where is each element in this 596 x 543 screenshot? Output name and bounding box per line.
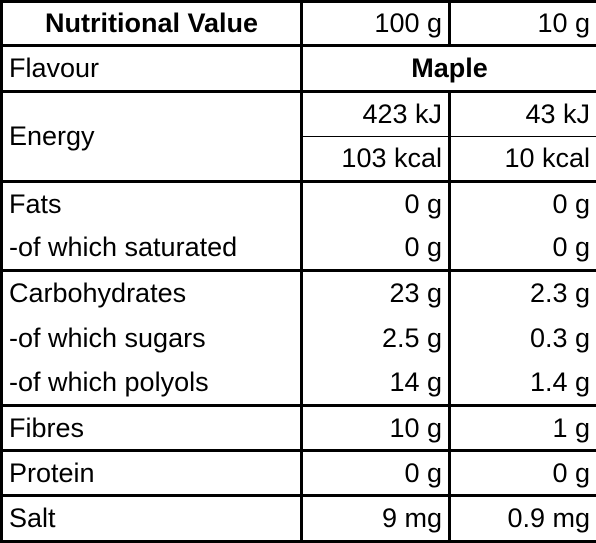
table-row: Carbohydrates 23 g 2.3 g: [2, 271, 596, 316]
row-value-10g: 0 g: [450, 451, 596, 496]
row-label: Salt: [2, 496, 302, 542]
column-header-100g: 100 g: [302, 2, 450, 46]
row-value-10g: 0 g: [450, 182, 596, 226]
energy-kj-10g: 43 kJ: [450, 92, 596, 137]
row-value-10g: 1 g: [450, 406, 596, 451]
row-label: Fats: [2, 182, 302, 226]
flavour-row: Flavour Maple: [2, 46, 596, 92]
column-header-10g: 10 g: [450, 2, 596, 46]
row-label: -of which polyols: [2, 361, 302, 406]
table-row: Fibres 10 g 1 g: [2, 406, 596, 451]
row-value-100g: 9 mg: [302, 496, 450, 542]
row-label: Fibres: [2, 406, 302, 451]
table-row: Fats 0 g 0 g: [2, 182, 596, 226]
flavour-label: Flavour: [2, 46, 302, 92]
row-label: -of which sugars: [2, 316, 302, 361]
table-row: -of which sugars 2.5 g 0.3 g: [2, 316, 596, 361]
energy-kj-100g: 423 kJ: [302, 92, 450, 137]
row-label: -of which saturated: [2, 226, 302, 271]
energy-kcal-10g: 10 kcal: [450, 137, 596, 182]
row-value-10g: 1.4 g: [450, 361, 596, 406]
row-label: Carbohydrates: [2, 271, 302, 316]
table-row: Protein 0 g 0 g: [2, 451, 596, 496]
energy-label: Energy: [2, 92, 302, 182]
row-value-10g: 0.9 mg: [450, 496, 596, 542]
row-value-100g: 14 g: [302, 361, 450, 406]
row-value-100g: 0 g: [302, 451, 450, 496]
row-value-100g: 0 g: [302, 182, 450, 226]
energy-kcal-100g: 103 kcal: [302, 137, 450, 182]
table-row: -of which polyols 14 g 1.4 g: [2, 361, 596, 406]
row-value-100g: 2.5 g: [302, 316, 450, 361]
row-value-100g: 23 g: [302, 271, 450, 316]
row-value-10g: 0.3 g: [450, 316, 596, 361]
row-value-10g: 2.3 g: [450, 271, 596, 316]
table-row: Salt 9 mg 0.9 mg: [2, 496, 596, 542]
flavour-value: Maple: [302, 46, 596, 92]
row-value-100g: 10 g: [302, 406, 450, 451]
header-row: Nutritional Value 100 g 10 g: [2, 2, 596, 46]
nutritional-value-heading: Nutritional Value: [2, 2, 302, 46]
row-value-10g: 0 g: [450, 226, 596, 271]
row-label: Protein: [2, 451, 302, 496]
energy-kj-row: Energy 423 kJ 43 kJ: [2, 92, 596, 137]
table-row: -of which saturated 0 g 0 g: [2, 226, 596, 271]
row-value-100g: 0 g: [302, 226, 450, 271]
